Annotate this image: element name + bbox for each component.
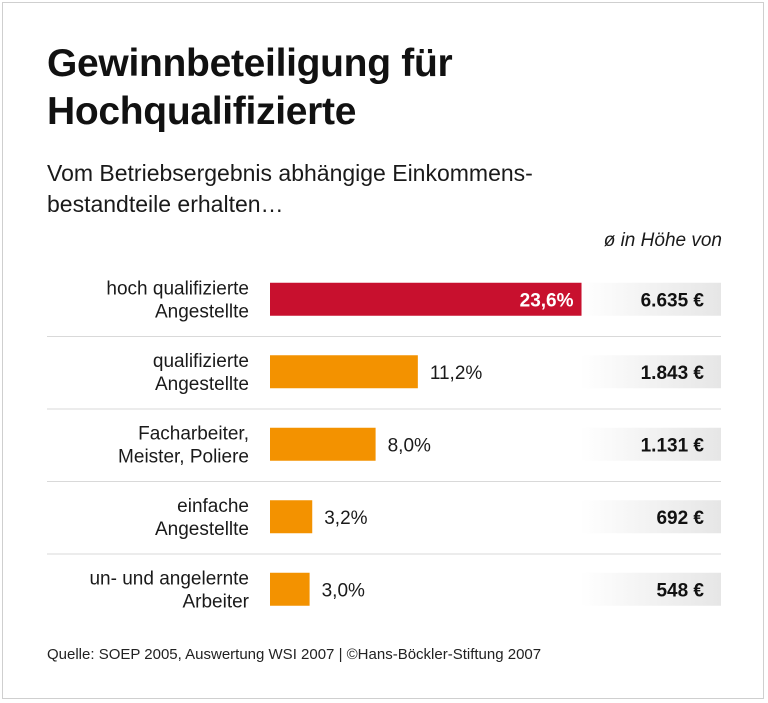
category-label-line: Angestellte [155, 519, 249, 540]
chart-subtitle: Vom Betriebsergebnis abhängige Einkommen… [47, 158, 647, 220]
value-label: 3,2% [324, 508, 367, 529]
category-label: un- und angelernte Arbeiter [89, 568, 249, 612]
bar [270, 572, 310, 606]
amount-label: 1.843 € [641, 363, 705, 384]
category-label-line: Meister, Poliere [118, 446, 249, 467]
category-label-line: Arbeiter [182, 591, 249, 612]
amount-box [580, 427, 721, 461]
amount-label: 548 € [656, 580, 704, 601]
amount-label: 6.635 € [641, 290, 705, 311]
subtitle-line-1: Vom Betriebsergebnis abhängige Einkommen… [47, 160, 533, 186]
category-label-line: un- und angelernte [89, 568, 249, 589]
category-label-line: Facharbeiter, [138, 423, 249, 444]
value-label: 8,0% [388, 435, 431, 456]
category-label-line: Angestellte [155, 374, 249, 395]
category-label: Facharbeiter, Meister, Poliere [118, 423, 249, 467]
bar [270, 355, 418, 389]
category-label: einfache Angestellte [155, 496, 249, 540]
average-amount-header: ø in Höhe von [603, 230, 722, 251]
amount-label: 692 € [656, 508, 704, 529]
bar [270, 500, 313, 534]
bar [270, 427, 376, 461]
title-line-2: Hochqualifizierte [47, 90, 357, 133]
amount-box [580, 500, 721, 534]
amount-label: 1.131 € [641, 435, 705, 456]
highlight-bar [270, 282, 582, 316]
category-label: qualifizierte Angestellte [153, 351, 249, 395]
subtitle-line-2: bestandteile erhalten… [47, 191, 284, 217]
value-label: 23,6% [520, 290, 574, 311]
source-note: Quelle: SOEP 2005, Auswertung WSI 2007 |… [47, 646, 542, 663]
amount-box [580, 282, 721, 316]
value-label: 3,0% [322, 580, 365, 601]
category-label-line: qualifizierte [153, 351, 249, 372]
category-label-line: Angestellte [155, 301, 249, 322]
category-label-line: hoch qualifizierte [106, 278, 249, 299]
title-line-1: Gewinnbeteiligung für [47, 42, 453, 85]
chart-title: Gewinnbeteiligung für Hochqualifizierte [47, 40, 727, 136]
category-label-line: einfache [177, 496, 249, 517]
value-label: 11,2% [430, 363, 483, 384]
amount-box [580, 572, 721, 606]
amount-box [580, 355, 721, 389]
category-label: hoch qualifizierte Angestellte [106, 278, 249, 322]
